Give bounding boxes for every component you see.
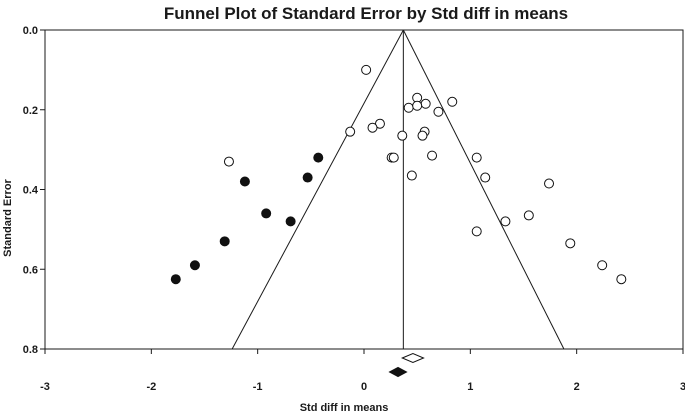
x-tick-label: 1 [467,381,473,393]
summary-diamonds [388,352,425,378]
y-tick-label: 0.0 [23,25,38,37]
funnel-right-line [402,29,565,350]
y-tick-label: 0.6 [23,264,38,276]
open-study-point [412,100,423,111]
open-study-point [397,130,408,141]
open-study-point [345,126,356,137]
open-study-point [471,226,482,237]
open-study-point [406,170,417,181]
filled-study-point [189,260,200,271]
x-tick-label: 2 [574,381,580,393]
funnel-lines [231,29,565,350]
filled-study-point [302,172,313,183]
open-study-point [500,216,511,227]
open-study-point [616,274,627,285]
open-study-point [480,172,491,183]
chart-title: Funnel Plot of Standard Error by Std dif… [164,4,568,23]
open-study-point [223,156,234,167]
filled-study-point [170,274,181,285]
open-study-point [447,96,458,107]
x-tick-label: 3 [680,381,685,393]
x-axis-ticks: -3 -2 -1 0 1 2 3 [40,349,685,393]
open-study-point [471,152,482,163]
filled-study-point [219,236,230,247]
y-tick-label: 0.2 [23,105,38,117]
open-study-point [565,238,576,249]
open-study-point [433,106,444,117]
open-study-point [420,98,431,109]
open-summary-diamond [400,352,425,364]
filled-study-point [313,152,324,163]
data-points [170,64,627,285]
open-study-point [417,130,428,141]
open-study-point [388,152,399,163]
x-tick-label: 0 [361,381,367,393]
open-study-point [367,122,378,133]
open-study-point [597,260,608,271]
x-tick-label: -1 [253,381,263,393]
filled-study-point [239,176,250,187]
y-tick-label: 0.8 [23,344,38,356]
filled-study-point [261,208,272,219]
filled-study-point [285,216,296,227]
plot-frame [44,29,684,350]
x-axis-label: Std diff in means [300,402,389,414]
filled-summary-diamond [388,366,408,378]
x-tick-label: -2 [146,381,156,393]
open-study-point [403,102,414,113]
funnel-left-line [231,29,404,350]
y-axis-ticks: 0.0 0.2 0.4 0.6 0.8 [23,25,45,356]
open-study-point [544,178,555,189]
open-study-point [523,210,534,221]
x-tick-label: -3 [40,381,50,393]
open-study-point [427,150,438,161]
y-axis-label: Standard Error [2,178,14,256]
open-study-point [361,64,372,75]
y-tick-label: 0.4 [23,185,39,197]
